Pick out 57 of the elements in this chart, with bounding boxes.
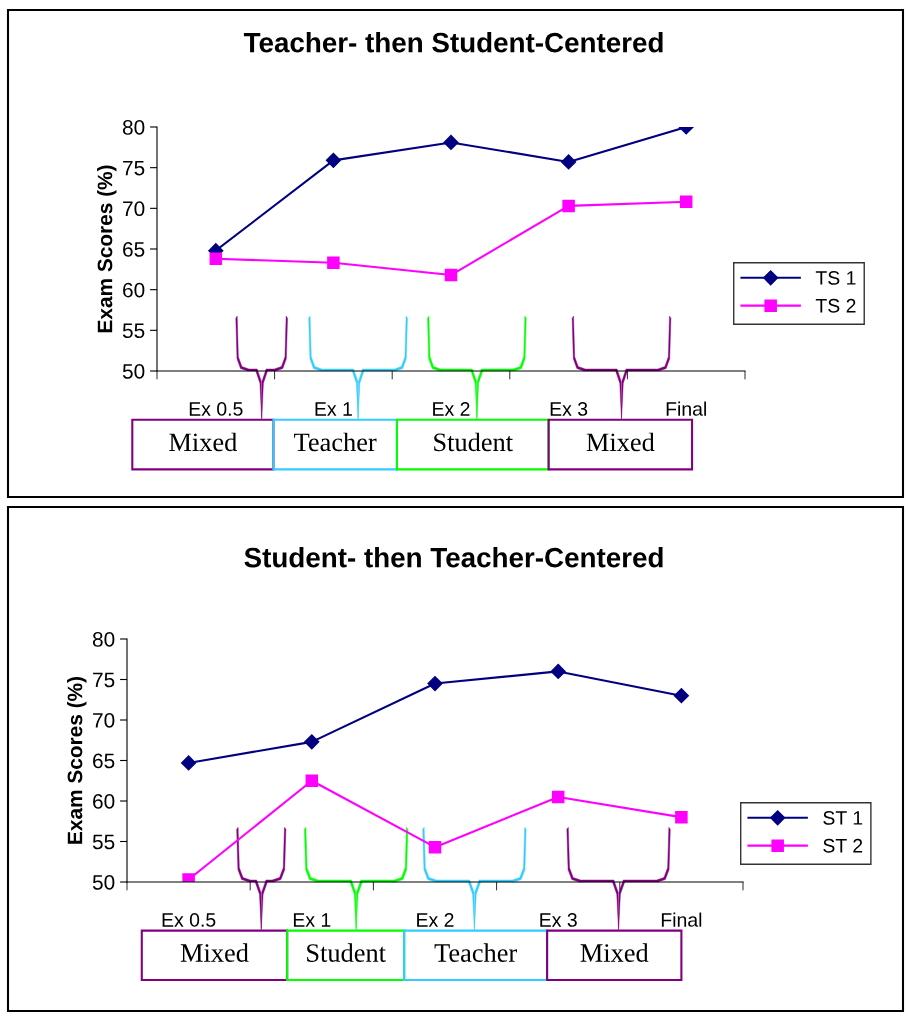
point <box>209 252 223 266</box>
y-tick-label: 55 <box>122 323 145 339</box>
point <box>550 663 566 679</box>
point <box>325 152 341 168</box>
y-tick-label: 60 <box>123 282 145 298</box>
point <box>673 688 689 704</box>
x-tick-label: Ex 3 <box>540 913 577 927</box>
legend-label: ST 1 <box>823 811 863 825</box>
y-tick-label: 75 <box>93 672 115 688</box>
point <box>181 755 197 771</box>
legend-label: TS 1 <box>815 271 856 285</box>
point <box>444 268 458 282</box>
legend-label: TS 2 <box>815 298 856 313</box>
y-tick-label: 80 <box>92 632 115 647</box>
y-axis-title: Exam Scores (%) <box>97 165 117 333</box>
point <box>675 810 688 824</box>
x-tick-label: Ex 2 <box>417 913 454 927</box>
x-tick-label: Ex 2 <box>433 402 470 416</box>
y-axis-title: Exam Scores (%) <box>67 677 87 844</box>
chart-title: Teacher- then Student-Centered <box>243 32 663 53</box>
y-tick-label: 55 <box>92 834 115 850</box>
x-tick-label: Final <box>661 912 702 927</box>
text: Student <box>307 943 386 962</box>
text: Teacher <box>434 943 517 962</box>
point <box>561 154 577 170</box>
point <box>305 774 319 788</box>
x-tick-label: Ex 0.5 <box>189 402 243 416</box>
x-tick-label: Ex 1 <box>315 402 352 416</box>
text: Mixed <box>180 943 249 962</box>
y-tick-label: 70 <box>93 713 115 728</box>
y-tick-label: 80 <box>122 120 145 135</box>
y-tick-label: 70 <box>123 201 145 217</box>
point <box>443 134 459 151</box>
point <box>304 734 320 750</box>
text: Mixed <box>580 943 649 962</box>
y-tick-label: 50 <box>122 364 145 379</box>
y-tick-label: 60 <box>93 794 115 809</box>
point <box>551 790 565 804</box>
x-tick-label: Ex 0.5 <box>162 913 216 927</box>
point <box>679 195 693 209</box>
text: Mixed <box>586 432 655 452</box>
text: Student <box>434 432 513 452</box>
x-tick-label: Final <box>666 401 706 416</box>
legend-label: ST 2 <box>823 838 863 853</box>
chart-title: Student- then Teacher-Centered <box>244 547 663 568</box>
x-tick-label: Ex 3 <box>550 402 588 416</box>
point <box>427 675 443 692</box>
y-tick-label: 65 <box>123 242 145 257</box>
point <box>428 840 442 854</box>
y-tick-label: 50 <box>92 875 115 890</box>
point <box>327 256 340 270</box>
y-tick-label: 75 <box>123 160 145 176</box>
text: Teacher <box>294 432 377 452</box>
point <box>562 199 575 213</box>
y-tick-label: 65 <box>93 753 115 769</box>
x-tick-label: Ex 1 <box>293 913 331 927</box>
text: Mixed <box>169 432 237 452</box>
